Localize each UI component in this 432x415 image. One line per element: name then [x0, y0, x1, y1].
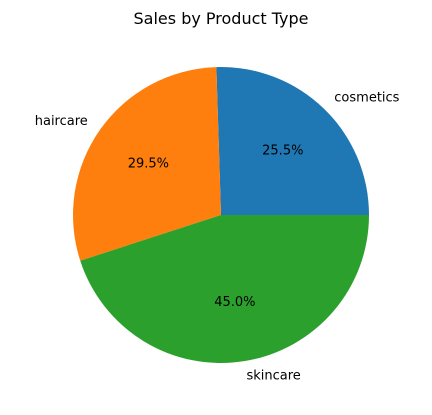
chart-title: Sales by Product Type	[134, 9, 309, 28]
pie-labels: cosmetics 25.5% haircare 29.5% skincare 45.0%	[35, 91, 400, 384]
slice-label-haircare: haircare	[35, 114, 88, 129]
slice-percent-cosmetics: 25.5%	[262, 144, 303, 159]
slice-percent-skincare: 45.0%	[214, 295, 255, 310]
pie-slice-skincare	[80, 215, 369, 364]
slice-percent-haircare: 29.5%	[128, 156, 169, 171]
pie-slice-cosmetics	[216, 66, 369, 215]
pie-slices	[72, 66, 369, 364]
slice-label-cosmetics: cosmetics	[334, 91, 399, 106]
slice-label-skincare: skincare	[246, 368, 300, 383]
pie-slice-haircare	[72, 67, 221, 261]
